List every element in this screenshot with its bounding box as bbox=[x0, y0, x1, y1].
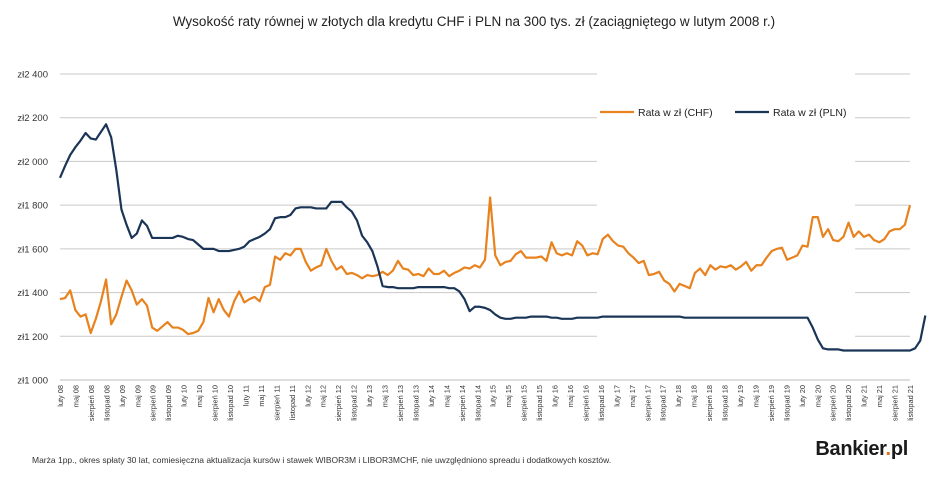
x-tick-label: listopad 21 bbox=[906, 385, 915, 421]
x-tick-label: sierpień 09 bbox=[149, 385, 158, 421]
series-lines bbox=[58, 123, 927, 352]
x-tick-label: sierpień 20 bbox=[829, 385, 838, 421]
x-tick-label: maj 11 bbox=[257, 385, 266, 407]
x-tick-label: sierpień 11 bbox=[272, 385, 281, 421]
legend: Rata w zł (CHF) Rata w zł (PLN) bbox=[600, 107, 847, 119]
x-tick-label: sierpień 08 bbox=[87, 385, 96, 421]
x-tick-label: sierpień 12 bbox=[334, 385, 343, 421]
x-tick-label: luty 21 bbox=[860, 385, 869, 407]
x-tick-label: sierpień 16 bbox=[581, 385, 590, 421]
x-tick-label: maj 09 bbox=[133, 385, 142, 407]
series-line-pln bbox=[58, 123, 927, 352]
x-tick-label: luty 11 bbox=[241, 385, 250, 406]
x-tick-label: sierpień 14 bbox=[458, 385, 467, 421]
x-tick-label: sierpień 15 bbox=[520, 385, 529, 421]
x-tick-label: listopad 14 bbox=[473, 385, 482, 421]
y-tick-label: zł2 000 bbox=[17, 157, 48, 168]
chart-title: Wysokość raty równej w złotych dla kredy… bbox=[172, 14, 776, 29]
y-tick-label: zł1 800 bbox=[17, 201, 48, 212]
x-tick-label: luty 09 bbox=[118, 385, 127, 407]
x-axis-ticks: luty 08 maj 08 sierpień 08 listopad 08 luty … bbox=[56, 385, 915, 421]
x-tick-label: maj 15 bbox=[504, 385, 513, 407]
x-tick-label: maj 14 bbox=[442, 385, 451, 407]
x-tick-label: maj 10 bbox=[195, 385, 204, 407]
x-tick-label: listopad 17 bbox=[659, 385, 668, 421]
x-tick-label: maj 21 bbox=[875, 385, 884, 407]
legend-label: Rata w zł (CHF) bbox=[638, 107, 713, 119]
x-tick-label: maj 16 bbox=[566, 385, 575, 407]
series-line-chf bbox=[59, 196, 912, 336]
y-tick-label: zł2 400 bbox=[17, 70, 48, 81]
x-tick-label: maj 17 bbox=[628, 385, 637, 407]
x-tick-label: luty 12 bbox=[303, 385, 312, 407]
x-tick-label: listopad 12 bbox=[350, 385, 359, 421]
x-tick-label: listopad 08 bbox=[102, 385, 111, 421]
x-tick-label: luty 15 bbox=[489, 385, 498, 407]
logo-name: Bankier bbox=[815, 438, 886, 460]
x-tick-label: sierpień 17 bbox=[643, 385, 652, 421]
x-tick-label: listopad 16 bbox=[597, 385, 606, 421]
x-tick-label: luty 19 bbox=[736, 385, 745, 407]
y-tick-label: zł1 000 bbox=[17, 376, 48, 387]
x-tick-label: maj 13 bbox=[381, 385, 390, 407]
y-axis-ticks: zł1 000 zł1 200 zł1 400 zł1 600 zł1 800 zł2 0… bbox=[17, 70, 48, 387]
x-tick-label: luty 10 bbox=[180, 385, 189, 407]
x-tick-label: listopad 15 bbox=[535, 385, 544, 421]
y-tick-label: zł1 600 bbox=[17, 244, 48, 255]
y-tick-label: zł2 200 bbox=[17, 113, 48, 124]
x-tick-label: luty 18 bbox=[674, 385, 683, 407]
logo-tld: pl bbox=[890, 438, 908, 460]
x-tick-label: listopad 11 bbox=[288, 385, 297, 420]
x-tick-label: listopad 09 bbox=[164, 385, 173, 421]
x-tick-label: luty 16 bbox=[551, 385, 560, 407]
x-tick-label: maj 18 bbox=[690, 385, 699, 407]
x-tick-label: sierpień 18 bbox=[705, 385, 714, 421]
x-tick-label: sierpień 21 bbox=[891, 385, 900, 421]
x-tick-label: listopad 13 bbox=[411, 385, 420, 421]
x-tick-label: sierpień 10 bbox=[211, 385, 220, 421]
y-tick-label: zł1 400 bbox=[17, 288, 48, 299]
y-tick-label: zł1 200 bbox=[17, 332, 48, 343]
bankier-logo: Bankier.pl bbox=[815, 438, 908, 461]
x-tick-label: luty 20 bbox=[798, 385, 807, 407]
x-tick-label: luty 08 bbox=[56, 385, 65, 407]
x-tick-label: maj 19 bbox=[751, 385, 760, 407]
x-tick-label: maj 12 bbox=[319, 385, 328, 407]
x-tick-label: listopad 20 bbox=[844, 385, 853, 421]
x-tick-label: sierpień 19 bbox=[767, 385, 776, 421]
gridlines bbox=[60, 73, 910, 381]
legend-label: Rata w zł (PLN) bbox=[773, 107, 847, 119]
x-tick-label: luty 17 bbox=[612, 385, 621, 407]
x-tick-label: maj 20 bbox=[813, 385, 822, 407]
logo-dot: . bbox=[885, 438, 892, 460]
x-tick-label: listopad 18 bbox=[721, 385, 730, 421]
x-tick-label: sierpień 13 bbox=[396, 385, 405, 421]
x-tick-label: listopad 19 bbox=[782, 385, 791, 421]
x-tick-label: luty 14 bbox=[427, 385, 436, 407]
x-tick-label: maj 08 bbox=[71, 385, 80, 407]
x-tick-label: listopad 10 bbox=[226, 385, 235, 421]
footnote: Marża 1pp., okres spłaty 30 lat, comiesi… bbox=[32, 455, 612, 465]
x-tick-label: luty 13 bbox=[365, 385, 374, 407]
